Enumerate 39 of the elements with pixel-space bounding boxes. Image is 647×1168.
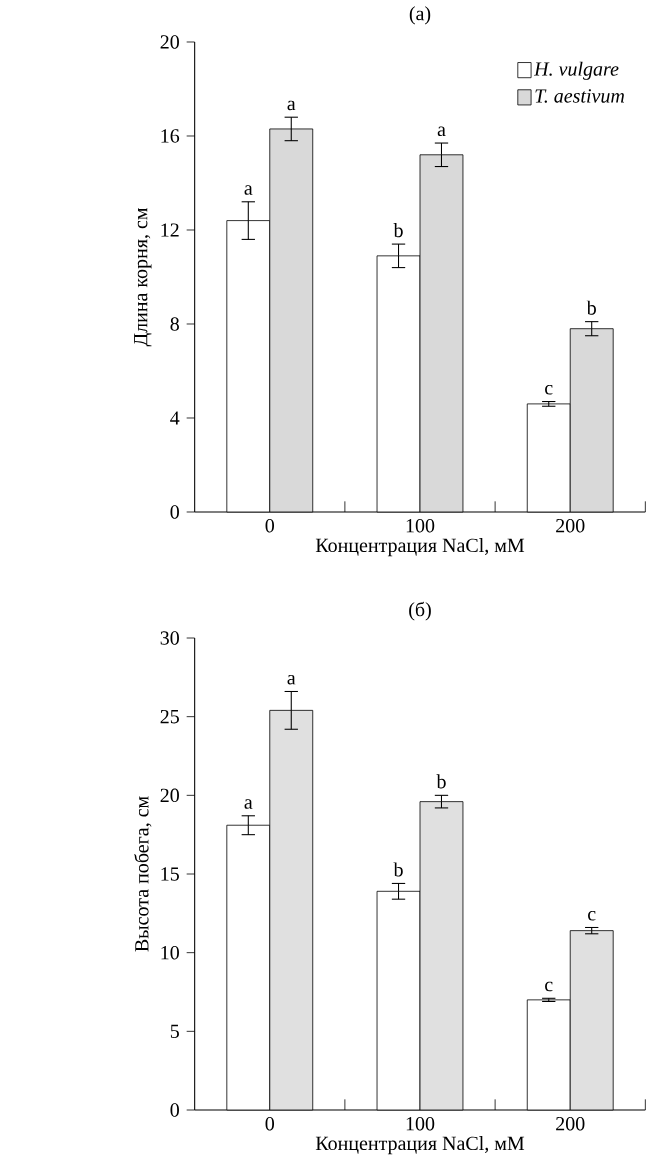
legend-label: H. vulgare [533,61,619,80]
annotation: c [545,385,553,395]
y-axis-title: Длина корня, см [134,207,152,347]
y-tick-label: 15 [161,867,179,881]
y-tick-label: 0 [170,1103,179,1117]
chart-title: (б) [409,601,431,621]
annotation: b [393,223,403,238]
y-tick-label: 12 [161,223,179,237]
y-tick-label: 10 [161,945,179,960]
y-tick-label: 20 [160,35,179,49]
annotation: a [287,674,296,685]
x-tick-label: 0 [265,518,275,533]
y-tick-label: 16 [161,129,180,143]
x-tick-label: 100 [406,518,435,533]
x-tick-label: 200 [556,1116,585,1131]
annotation: a [244,799,253,809]
annotation: b [436,774,446,789]
y-tick-label: 0 [170,505,179,519]
x-axis-title: Концентрация NaCl, мМ [315,538,525,557]
annotation: a [287,100,296,111]
annotation: a [437,126,446,137]
annotation: c [545,981,553,992]
y-tick-label: 30 [160,631,179,645]
annotation: b [586,300,596,315]
annotation: b [393,862,403,877]
x-tick-label: 0 [265,1116,275,1131]
x-tick-label: 100 [406,1116,435,1131]
y-tick-label: 8 [170,317,179,331]
y-tick-label: 4 [170,411,180,425]
annotation: a [244,185,253,195]
annotation: c [588,910,596,921]
y-tick-label: 5 [170,1024,179,1038]
y-tick-label: 20 [160,788,179,803]
x-axis-title: Концентрация NaCl, мМ [315,1136,525,1155]
chart-title: (а) [409,6,431,25]
y-tick-label: 25 [160,709,179,724]
y-axis-title: Высота побега, см [134,796,152,952]
legend-label: T. aestivum [535,89,625,103]
x-tick-label: 200 [556,518,585,533]
